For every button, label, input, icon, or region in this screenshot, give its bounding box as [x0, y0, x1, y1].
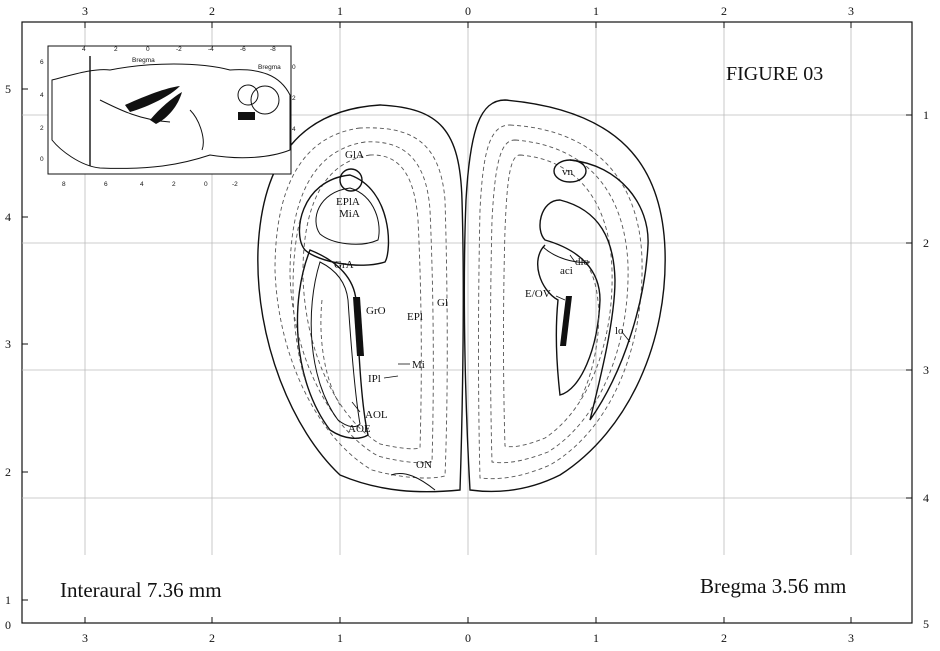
inset-top-tick: -4 — [208, 46, 214, 53]
inset-bottom-tick: 8 — [62, 181, 66, 188]
label-aci: aci — [560, 265, 573, 277]
eov-dark-fill — [560, 296, 572, 346]
structure-labels: GlA EPlA MiA GrA GrO EPl Gl Mi IPl AOL A… — [334, 149, 624, 471]
left-tick-label: 4 — [5, 210, 11, 224]
grO-dark-fill — [353, 297, 364, 356]
figure-title: FIGURE 03 — [726, 63, 823, 85]
inset-bregma-label: Bregma — [132, 57, 155, 64]
right-tick-label: 5 — [923, 617, 929, 631]
top-tick-label: 1 — [593, 4, 599, 18]
inset-bottom-tick: -2 — [232, 181, 238, 188]
inset-top-tick: 4 — [82, 46, 86, 53]
inset-bottom-tick: 4 — [140, 181, 144, 188]
left-tick-label: 5 — [5, 82, 11, 96]
inset-left-tick: 4 — [40, 92, 44, 99]
leader-lines — [351, 254, 631, 413]
label-aol: AOL — [365, 409, 388, 421]
label-gl: Gl — [437, 297, 448, 309]
label-on: ON — [416, 459, 432, 471]
inset-top-tick: 2 — [114, 46, 118, 53]
inset-top-tick: -2 — [176, 46, 182, 53]
bottom-tick-label: 3 — [848, 631, 854, 645]
bottom-tick-label: 2 — [209, 631, 215, 645]
bottom-tick-label: 3 — [82, 631, 88, 645]
inset-bottom-tick: 2 — [172, 181, 176, 188]
inset-left-tick: 6 — [40, 59, 44, 66]
right-olfactory-bulb — [463, 99, 666, 493]
top-tick-label: 3 — [848, 4, 854, 18]
right-tick-label: 3 — [923, 363, 929, 377]
inset-left-tick: 2 — [40, 125, 44, 132]
bottom-tick-label: 2 — [721, 631, 727, 645]
bottom-tick-label: 1 — [337, 631, 343, 645]
label-vn: vn — [562, 166, 574, 178]
bottom-tick-label: 0 — [465, 631, 471, 645]
label-mi: Mi — [412, 359, 425, 371]
inset-bottom-tick: 6 — [104, 181, 108, 188]
top-axis-labels: 3 2 1 0 1 2 3 — [82, 4, 854, 18]
label-lo: lo — [615, 325, 624, 337]
inset-top-tick: 0 — [146, 46, 150, 53]
inset-right-tick: 2 — [292, 95, 296, 102]
plate-frame — [21, 21, 913, 624]
inset-right-tick: 0 — [292, 64, 296, 71]
top-tick-label: 2 — [721, 4, 727, 18]
label-ipl: IPl — [368, 373, 381, 385]
label-aoe: AOE — [348, 423, 371, 435]
inset-left-tick: 0 — [40, 156, 44, 163]
inset-bottom-tick: 0 — [204, 181, 208, 188]
inset-bregma-right-label: Bregma — [258, 64, 281, 71]
inset-top-tick: -6 — [240, 46, 246, 53]
inset-sagittal-view: Bregma Bregma 4 2 0 -2 -4 -6 -8 8 6 4 2 … — [40, 45, 296, 188]
top-tick-label: 2 — [209, 4, 215, 18]
top-tick-label: 0 — [465, 4, 471, 18]
top-tick-label: 1 — [337, 4, 343, 18]
axis-ticks — [22, 22, 912, 623]
interaural-label: Interaural 7.36 mm — [60, 578, 222, 602]
label-mia: MiA — [339, 208, 360, 220]
bregma-label: Bregma 3.56 mm — [700, 574, 846, 598]
right-tick-label: 1 — [923, 108, 929, 122]
label-gla: GlA — [345, 149, 364, 161]
top-tick-label: 3 — [82, 4, 88, 18]
inset-right-tick: 4 — [292, 126, 296, 133]
label-dlo: dlo — [575, 256, 590, 268]
bottom-axis-labels: 3 2 1 0 1 2 3 — [82, 631, 854, 645]
left-tick-label: 0 — [5, 618, 11, 632]
label-eov: E/OV — [525, 288, 551, 300]
label-gra: GrA — [334, 259, 354, 271]
right-tick-label: 4 — [923, 491, 929, 505]
left-tick-label: 1 — [5, 593, 11, 607]
label-gro: GrO — [366, 305, 386, 317]
left-tick-label: 3 — [5, 337, 11, 351]
left-olfactory-bulb — [257, 104, 464, 493]
label-epla: EPlA — [336, 196, 360, 208]
bottom-tick-label: 1 — [593, 631, 599, 645]
left-tick-label: 2 — [5, 465, 11, 479]
right-tick-label: 2 — [923, 236, 929, 250]
left-axis-labels: 5 4 3 2 1 0 — [5, 82, 11, 632]
label-epl: EPl — [407, 311, 423, 323]
inset-top-tick: -8 — [270, 46, 276, 53]
right-axis-labels: 1 2 3 4 5 — [923, 108, 929, 631]
